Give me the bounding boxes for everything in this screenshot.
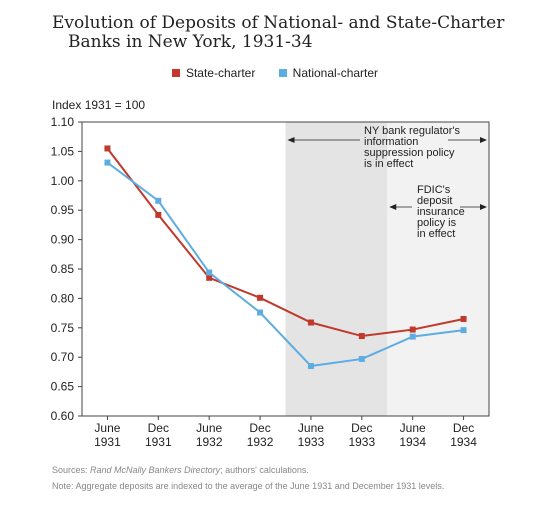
annotation-regulator-text: suppression policy <box>364 147 455 159</box>
x-tick-label: Dec <box>249 421 270 435</box>
data-point-national <box>409 333 416 340</box>
annotation-fdic-text: FDIC's <box>417 184 451 196</box>
data-point-state <box>307 319 314 326</box>
y-tick-label: 1.05 <box>51 144 75 158</box>
series-line-state <box>106 147 464 338</box>
x-tick-label: 1933 <box>298 435 325 449</box>
x-tick-label: June <box>94 421 120 435</box>
x-tick-label: Dec <box>351 421 372 435</box>
data-point-state <box>206 274 213 281</box>
x-tick-label: June <box>400 421 426 435</box>
data-point-national <box>307 363 314 370</box>
chart-title-line1: Evolution of Deposits of National- and S… <box>52 13 505 33</box>
legend-swatch-national <box>278 69 287 77</box>
data-point-national <box>358 355 365 362</box>
x-tick-label: 1932 <box>196 435 223 449</box>
data-point-state <box>257 294 264 301</box>
data-point-national <box>155 197 162 204</box>
y-tick-label: 0.75 <box>51 321 75 335</box>
legend-label-national: National-charter <box>292 66 379 80</box>
x-tick-label: June <box>196 421 222 435</box>
chart-title: Evolution of Deposits of National- and S… <box>52 14 522 52</box>
annotation-arrowhead-right <box>480 204 487 210</box>
data-point-national <box>257 309 264 316</box>
data-point-national <box>104 159 111 166</box>
legend-label-state: State-charter <box>185 66 256 80</box>
data-point-national <box>206 269 213 276</box>
data-point-state <box>358 333 365 340</box>
legend: State-charter National-charter <box>0 66 550 80</box>
data-point-state <box>409 326 416 333</box>
source-line: Sources: Rand McNally Bankers Directory;… <box>52 465 309 475</box>
chart-title-line2: Banks in New York, 1931-34 <box>68 32 313 52</box>
y-tick-label: 1.00 <box>51 174 75 188</box>
annotation-fdic-text: in effect <box>417 228 455 240</box>
shaded-region-1 <box>285 122 388 416</box>
data-point-state <box>460 315 467 322</box>
x-tick-label: June <box>298 421 324 435</box>
annotation-arrowhead-right <box>480 137 487 143</box>
annotation-fdic-text: deposit <box>417 195 452 207</box>
annotation-regulator-text: NY bank regulator's <box>364 125 461 137</box>
y-tick-label: 0.60 <box>51 409 75 423</box>
data-point-national <box>460 327 467 334</box>
annotation-arrowhead-left <box>287 137 295 143</box>
shaded-region-2 <box>387 122 489 416</box>
data-point-state <box>104 145 111 152</box>
annotation-fdic-text: insurance <box>417 206 465 218</box>
x-tick-label: 1934 <box>399 435 426 449</box>
annotation-fdic-text: policy is <box>417 217 457 229</box>
x-tick-label: 1932 <box>247 435 274 449</box>
annotation-regulator-text: is in effect <box>364 158 413 170</box>
y-tick-label: 0.95 <box>51 203 75 217</box>
note-line: Note: Aggregate deposits are indexed to … <box>52 481 445 491</box>
series-line-national <box>106 161 464 368</box>
y-tick-label: 0.90 <box>51 233 75 247</box>
annotation-regulator-text: information <box>364 136 418 148</box>
legend-item-state: State-charter <box>171 66 256 80</box>
legend-swatch-state <box>171 69 180 77</box>
x-tick-label: 1931 <box>94 435 121 449</box>
x-tick-label: 1931 <box>145 435 172 449</box>
y-tick-label: 1.10 <box>51 115 75 129</box>
legend-item-national: National-charter <box>278 66 379 80</box>
y-tick-label: 0.80 <box>51 291 75 305</box>
y-tick-label: 0.65 <box>51 380 75 394</box>
x-tick-label: Dec <box>453 421 474 435</box>
y-tick-label: 0.85 <box>51 262 75 276</box>
data-point-state <box>155 211 162 218</box>
x-tick-label: Dec <box>148 421 169 435</box>
x-tick-label: 1934 <box>450 435 477 449</box>
chart-notes: Sources: Rand McNally Bankers Directory;… <box>52 462 532 494</box>
x-tick-label: 1933 <box>348 435 375 449</box>
annotation-arrowhead-left <box>389 204 397 210</box>
y-axis-unit-label: Index 1931 = 100 <box>52 98 146 112</box>
y-tick-label: 0.70 <box>51 350 75 364</box>
